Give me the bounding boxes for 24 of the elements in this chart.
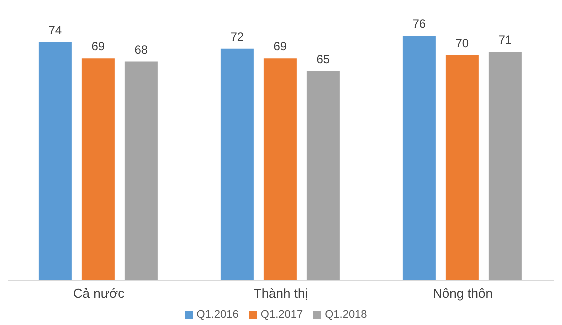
data-label: 72: [230, 30, 244, 44]
bar: [82, 58, 115, 281]
bar: [488, 52, 522, 281]
data-label: 68: [134, 42, 148, 57]
legend-label: Q1.2016: [196, 309, 239, 321]
data-label: 70: [456, 36, 470, 50]
bar: [220, 48, 254, 281]
data-label: 76: [412, 17, 426, 31]
data-label: 69: [92, 40, 106, 54]
bar: [446, 55, 479, 281]
bar: [402, 36, 436, 281]
x-tick-label: Cả nước: [73, 286, 126, 302]
data-label: 71: [498, 33, 512, 48]
bar: [306, 71, 340, 281]
bar: [124, 62, 158, 281]
x-tick-label: Thành thị: [254, 286, 308, 302]
legend-label: Q1.2017: [260, 309, 304, 321]
bar: [264, 58, 297, 281]
legend-label: Q1.2018: [325, 309, 368, 321]
data-label: 65: [316, 52, 330, 66]
bar: [38, 42, 72, 281]
x-tick-label: Nông thôn: [433, 286, 493, 302]
data-label: 74: [48, 23, 62, 38]
data-label: 69: [274, 40, 288, 54]
